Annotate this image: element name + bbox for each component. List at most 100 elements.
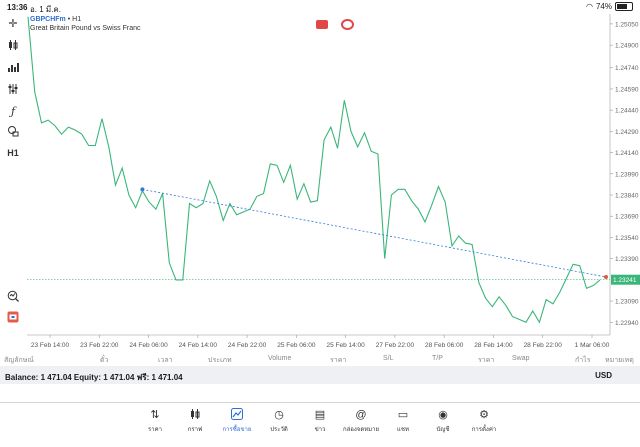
col-symbol: สัญลักษณ์: [4, 357, 34, 364]
nav-quotes-label: ราคา: [148, 427, 162, 433]
status-right: ◠ 74%: [586, 2, 633, 11]
trendline-end-point: [604, 275, 608, 280]
chart-lines: 1.23241: [27, 16, 640, 324]
col-volume: Volume: [268, 355, 292, 362]
price-label: 1.24740: [615, 65, 639, 72]
bottom-navigation: ⇅ ราคา กราฟ การซื้อขาย ◷ ประวัติ ▤ ข่าว …: [0, 403, 640, 447]
candlestick-icon[interactable]: [6, 38, 20, 52]
time-label: 28 Feb 06:00: [425, 342, 464, 349]
settings-icon: ⚙: [479, 409, 489, 421]
nav-account-label: บัญชี: [436, 427, 450, 433]
settings-sliders-icon[interactable]: [6, 82, 20, 96]
price-label: 1.24590: [615, 86, 639, 93]
nav-divider: [0, 402, 640, 403]
depth-of-market-icon[interactable]: [341, 19, 354, 30]
col-type: ประเภท: [208, 357, 232, 364]
function-icon[interactable]: ƒ: [10, 104, 16, 118]
account-balance-bar: Balance: 1 471.04 Equity: 1 471.04 ฟรี: …: [0, 366, 640, 384]
chart-symbol: GBPCHFm: [30, 16, 66, 23]
nav-chat[interactable]: ▭ แชท: [383, 408, 423, 434]
one-click-svg: [7, 311, 19, 323]
nav-history-label: ประวัติ: [270, 427, 288, 433]
price-chart[interactable]: 1.25050 1.24900 1.24740 1.24590 1.24440 1.242…: [0, 0, 640, 352]
time-label: 24 Feb 22:00: [228, 342, 267, 349]
col-time: เวลา: [158, 357, 173, 364]
status-time: 13:36: [7, 3, 28, 12]
price-axis: 1.25050 1.24900 1.24740 1.24590 1.24440 1.242…: [610, 21, 639, 327]
price-label: 1.23090: [615, 299, 639, 306]
time-label: 23 Feb 22:00: [80, 342, 119, 349]
chart-icon: [175, 408, 215, 422]
timeframe-button[interactable]: H1: [7, 148, 19, 158]
price-label: 1.24900: [615, 43, 639, 50]
quotes-icon: ⇅: [150, 409, 160, 421]
crosshair-icon[interactable]: ✛: [8, 17, 18, 30]
trendline: [142, 188, 607, 278]
chart-description: Great Britain Pound vs Swiss Franc: [30, 25, 141, 32]
time-label: 24 Feb 06:00: [129, 342, 168, 349]
nav-chart-label: กราฟ: [187, 427, 203, 433]
history-icon: ◷: [274, 409, 284, 421]
price-label: 1.24440: [615, 108, 639, 115]
nav-trade-svg: [231, 408, 243, 420]
nav-news-label: ข่าว: [314, 427, 326, 433]
col-swap: Swap: [512, 355, 530, 362]
nav-quotes[interactable]: ⇅ ราคา: [135, 408, 175, 434]
time-label: 1 Mar 06:00: [575, 342, 610, 349]
nav-chart[interactable]: กราฟ: [175, 408, 215, 434]
col-sl: S/L: [383, 355, 394, 362]
account-icon: ◉: [438, 409, 448, 421]
chart-bullet: •: [67, 16, 71, 23]
nav-trade[interactable]: การซื้อขาย: [217, 408, 257, 434]
chat-icon: ▭: [397, 409, 409, 421]
chart-grid: [27, 14, 611, 336]
time-label: 25 Feb 14:00: [326, 342, 365, 349]
col-comment: หมายเหตุ: [605, 357, 634, 364]
volume-icon[interactable]: [6, 60, 20, 74]
objects-svg: [8, 126, 19, 137]
candlestick-svg: [9, 40, 18, 50]
trendline-start-point: [140, 187, 145, 192]
time-label: 23 Feb 14:00: [31, 342, 70, 349]
status-bar: 13:36 อ. 1 มี.ค. ◠ 74%: [0, 0, 640, 14]
trade-icon: [217, 408, 257, 422]
time-label: 27 Feb 22:00: [376, 342, 415, 349]
nav-chat-label: แชท: [397, 427, 409, 433]
time-label: 25 Feb 06:00: [277, 342, 316, 349]
price-series-line: [27, 16, 601, 324]
objects-icon[interactable]: [6, 124, 20, 138]
current-price-badge: [611, 274, 640, 285]
nav-settings-label: การตั้งค่า: [471, 427, 497, 433]
current-price-label: 1.23241: [613, 277, 637, 284]
price-label: 1.24290: [615, 129, 639, 136]
battery-percent: 74%: [595, 2, 612, 11]
nav-account[interactable]: ◉ บัญชี: [423, 408, 463, 434]
price-label: 1.24140: [615, 150, 639, 157]
news-icon: ▤: [314, 409, 326, 421]
col-ticket: ตั๋ว: [100, 357, 109, 364]
chart-search-icon[interactable]: [6, 289, 20, 303]
nav-mailbox-label: กล่องจดหมาย: [342, 427, 380, 433]
nav-news[interactable]: ▤ ข่าว: [300, 408, 340, 434]
nav-trade-label: การซื้อขาย: [222, 427, 252, 433]
time-label: 28 Feb 14:00: [474, 342, 513, 349]
time-label: 28 Feb 22:00: [524, 342, 563, 349]
col-profit: กำไร: [575, 357, 591, 364]
time-axis: 23 Feb 14:00 23 Feb 22:00 24 Feb 06:00 24 F…: [31, 335, 610, 349]
nav-settings[interactable]: ⚙ การตั้งค่า: [464, 408, 504, 434]
one-click-trading-icon[interactable]: [6, 310, 20, 324]
chart-search-svg: [7, 290, 19, 302]
time-label: 24 Feb 14:00: [179, 342, 218, 349]
price-label: 1.22940: [615, 320, 639, 327]
nav-history[interactable]: ◷ ประวัติ: [259, 408, 299, 434]
col-price: ราคา: [330, 357, 347, 364]
chart-title: GBPCHFm • H1 Great Britain Pound vs Swis…: [30, 15, 141, 33]
price-label: 1.23840: [615, 193, 639, 200]
col-tp: T/P: [432, 355, 443, 362]
one-click-panel-icon[interactable]: [316, 20, 328, 29]
nav-mailbox[interactable]: @ กล่องจดหมาย: [341, 408, 381, 434]
chart-toolbar: ✛ ƒ H1: [0, 14, 26, 354]
status-date: อ. 1 มี.ค.: [30, 5, 61, 14]
battery-icon: [615, 2, 633, 11]
price-label: 1.23390: [615, 256, 639, 263]
